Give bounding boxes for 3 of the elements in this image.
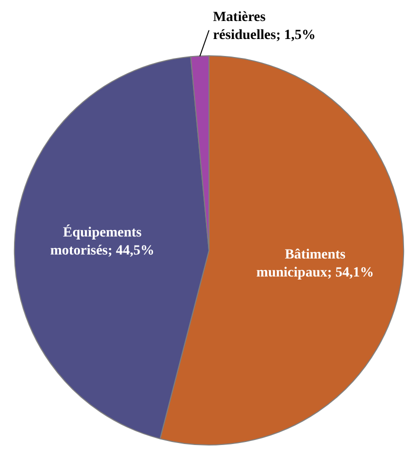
slice-label: Matières résiduelles; 1,5% [212, 10, 316, 43]
slice-label: Bâtiments municipaux; 54,1% [256, 247, 374, 280]
slice-label: Équipements motorisés; 44,5% [50, 223, 154, 258]
